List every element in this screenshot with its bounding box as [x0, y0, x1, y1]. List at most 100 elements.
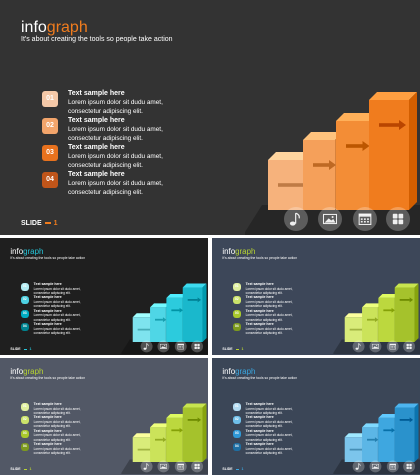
slide-thumb-blue[interactable]: infograph It's about creating the tools s… [212, 358, 420, 475]
item-desc-line2: consectetur adipiscing elit. [245, 424, 283, 429]
arrow-right-icon [383, 309, 392, 312]
item-desc-line1: Lorem ipsum dolor sit dudu amet, [33, 433, 81, 438]
item-desc-line1: Lorem ipsum dolor sit dudu amet, [33, 299, 81, 304]
item-desc-line2: consectetur adipiscing elit. [33, 331, 71, 336]
item-title: Text sample here [68, 90, 125, 97]
item-desc-line2: consectetur adipiscing elit. [33, 451, 71, 456]
arrow-right-icon [171, 309, 180, 312]
icon-circle [352, 460, 365, 473]
arrow-right-icon [278, 183, 303, 187]
item-desc-line1: Lorem ipsum dolor sit dudu amet, [33, 326, 81, 331]
list-item: Text sample here Lorem ipsum dolor sit du… [246, 309, 293, 322]
item-desc-line1: Lorem ipsum dolor sit dudu amet, [68, 126, 163, 133]
footer-number: 1 [241, 346, 244, 351]
item-number-badge: 02 [232, 296, 241, 305]
arrow-right-icon [155, 318, 163, 321]
step-bar-4 [182, 403, 207, 462]
item-number-badge: 01 [20, 283, 29, 291]
item-desc-line2: consectetur adipiscing elit. [33, 317, 71, 322]
calendar-icon [177, 343, 184, 350]
icon-circle [386, 460, 399, 473]
image-icon [159, 343, 167, 349]
item-desc-line2: consectetur adipiscing elit. [68, 135, 143, 142]
item-number-badge: 04 [232, 323, 241, 332]
arrow-right-icon [383, 429, 392, 432]
footer-label: SLIDE [222, 466, 233, 471]
arrow-right-icon [187, 299, 198, 301]
slide-footer: SLIDE 1 [21, 220, 58, 227]
step-bar-4 [394, 403, 419, 462]
footer-label: SLIDE [21, 220, 42, 227]
list-item: Text sample here Lorem ipsum dolor sit du… [246, 402, 293, 415]
item-desc-line2: consectetur adipiscing elit. [33, 290, 71, 295]
item-title: Text sample here [33, 442, 62, 447]
slide-footer: SLIDE 1 [222, 467, 243, 471]
item-desc-line1: Lorem ipsum dolor sit dudu amet, [33, 419, 81, 424]
list-item: Text sample here Lorem ipsum dolor sit du… [246, 429, 293, 442]
item-title: Text sample here [33, 415, 62, 420]
arrow-right-icon [137, 448, 151, 451]
icon-circle [352, 340, 365, 353]
image-icon [322, 213, 338, 225]
brand-graph: graph [235, 366, 256, 376]
item-desc-line1: Lorem ipsum dolor sit dudu amet, [245, 286, 293, 291]
staircase-graphic [121, 403, 208, 475]
list-item: Text sample here Lorem ipsum dolor sit du… [34, 309, 81, 322]
item-title: Text sample here [68, 144, 125, 151]
list-item: Text sample here Lorem ipsum dolor sit du… [68, 170, 163, 197]
icon-circle [369, 460, 382, 473]
item-title: Text sample here [33, 295, 62, 300]
list-item: Text sample here Lorem ipsum dolor sit du… [34, 429, 81, 442]
music-note-icon [355, 343, 361, 350]
item-desc-line1: Lorem ipsum dolor sit dudu amet, [33, 286, 81, 291]
item-desc-line2: consectetur adipiscing elit. [33, 437, 71, 442]
brand-info: info [222, 366, 236, 376]
item-number-badge: 04 [42, 172, 58, 188]
item-desc-line2: consectetur adipiscing elit. [33, 304, 71, 309]
footer-label: SLIDE [10, 466, 21, 471]
grid-icon [392, 213, 404, 225]
footer-number: 1 [53, 220, 58, 227]
brand-graph: graph [46, 19, 88, 36]
item-desc-line2: consectetur adipiscing elit. [68, 108, 143, 115]
grid-icon [406, 343, 412, 350]
arrow-right-icon [349, 328, 363, 331]
icon-circle [191, 340, 204, 353]
footer-separator [235, 468, 239, 470]
icon-circle [403, 460, 416, 473]
staircase-graphic [333, 403, 420, 475]
slide-footer: SLIDE 1 [222, 347, 243, 351]
item-title: Text sample here [33, 428, 62, 433]
item-title: Text sample here [68, 117, 125, 124]
item-title: Text sample here [245, 295, 274, 300]
brand-info: info [10, 366, 24, 376]
item-desc-line2: consectetur adipiscing elit. [245, 304, 283, 309]
image-icon [371, 463, 379, 469]
item-number-badge: 01 [232, 403, 241, 411]
icon-circle [157, 460, 170, 473]
icon-circle [386, 207, 410, 231]
icon-circle [403, 340, 416, 353]
item-desc-line2: consectetur adipiscing elit. [245, 451, 283, 456]
slide-thumb-lime-gray[interactable]: infograph It's about creating the tools s… [0, 358, 208, 475]
staircase-graphic [245, 92, 420, 235]
brand-graph: graph [23, 366, 44, 376]
item-number-badge: 02 [20, 416, 29, 425]
image-icon [159, 463, 167, 469]
slide-thumb-cyan[interactable]: infograph It's about creating the tools s… [0, 238, 208, 355]
calendar-icon [358, 213, 372, 225]
item-number-badge: 03 [232, 309, 241, 318]
item-desc-line1: Lorem ipsum dolor sit dudu amet, [245, 433, 293, 438]
list-item: Text sample here Lorem ipsum dolor sit du… [34, 402, 81, 415]
footer-separator [23, 468, 27, 470]
step-bar-4 [182, 283, 207, 342]
brand-logo: infograph [21, 20, 88, 36]
item-desc-line2: consectetur adipiscing elit. [245, 437, 283, 442]
footer-number: 1 [241, 466, 244, 471]
slide-thumb-lime-navy[interactable]: infograph It's about creating the tools s… [212, 238, 420, 355]
tagline: It's about creating the tools so people … [10, 375, 86, 380]
calendar-icon [389, 343, 396, 350]
footer-label: SLIDE [10, 346, 21, 351]
image-icon [371, 343, 379, 349]
item-number-badge: 03 [232, 429, 241, 438]
